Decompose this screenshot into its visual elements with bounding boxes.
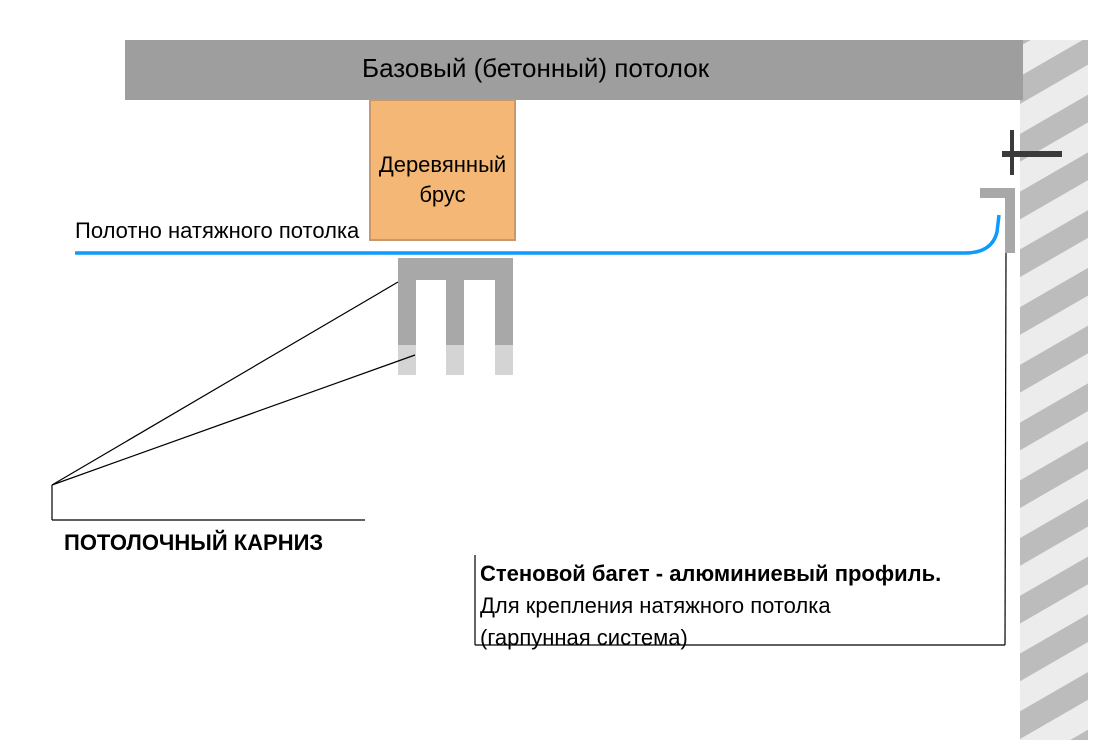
ceiling-label: Базовый (бетонный) потолок bbox=[362, 53, 709, 84]
ceiling-cornice bbox=[398, 258, 513, 375]
baguette-sub2: (гарпунная система) bbox=[480, 622, 941, 654]
membrane-label: Полотно натяжного потолка bbox=[75, 218, 359, 244]
beam-label-line1: Деревянный bbox=[379, 152, 506, 177]
cornice-label: ПОТОЛОЧНЫЙ КАРНИЗ bbox=[64, 530, 323, 556]
cornice-leader bbox=[52, 282, 415, 520]
baguette-label-block: Стеновой багет - алюминиевый профиль. Дл… bbox=[480, 558, 941, 654]
baguette-title: Стеновой багет - алюминиевый профиль. bbox=[480, 558, 941, 590]
wall-section bbox=[1020, 40, 1088, 740]
beam-label-line2: брус bbox=[419, 182, 465, 207]
baguette-sub1: Для крепления натяжного потолка bbox=[480, 590, 941, 622]
beam-label: Деревянный брус bbox=[370, 150, 515, 209]
